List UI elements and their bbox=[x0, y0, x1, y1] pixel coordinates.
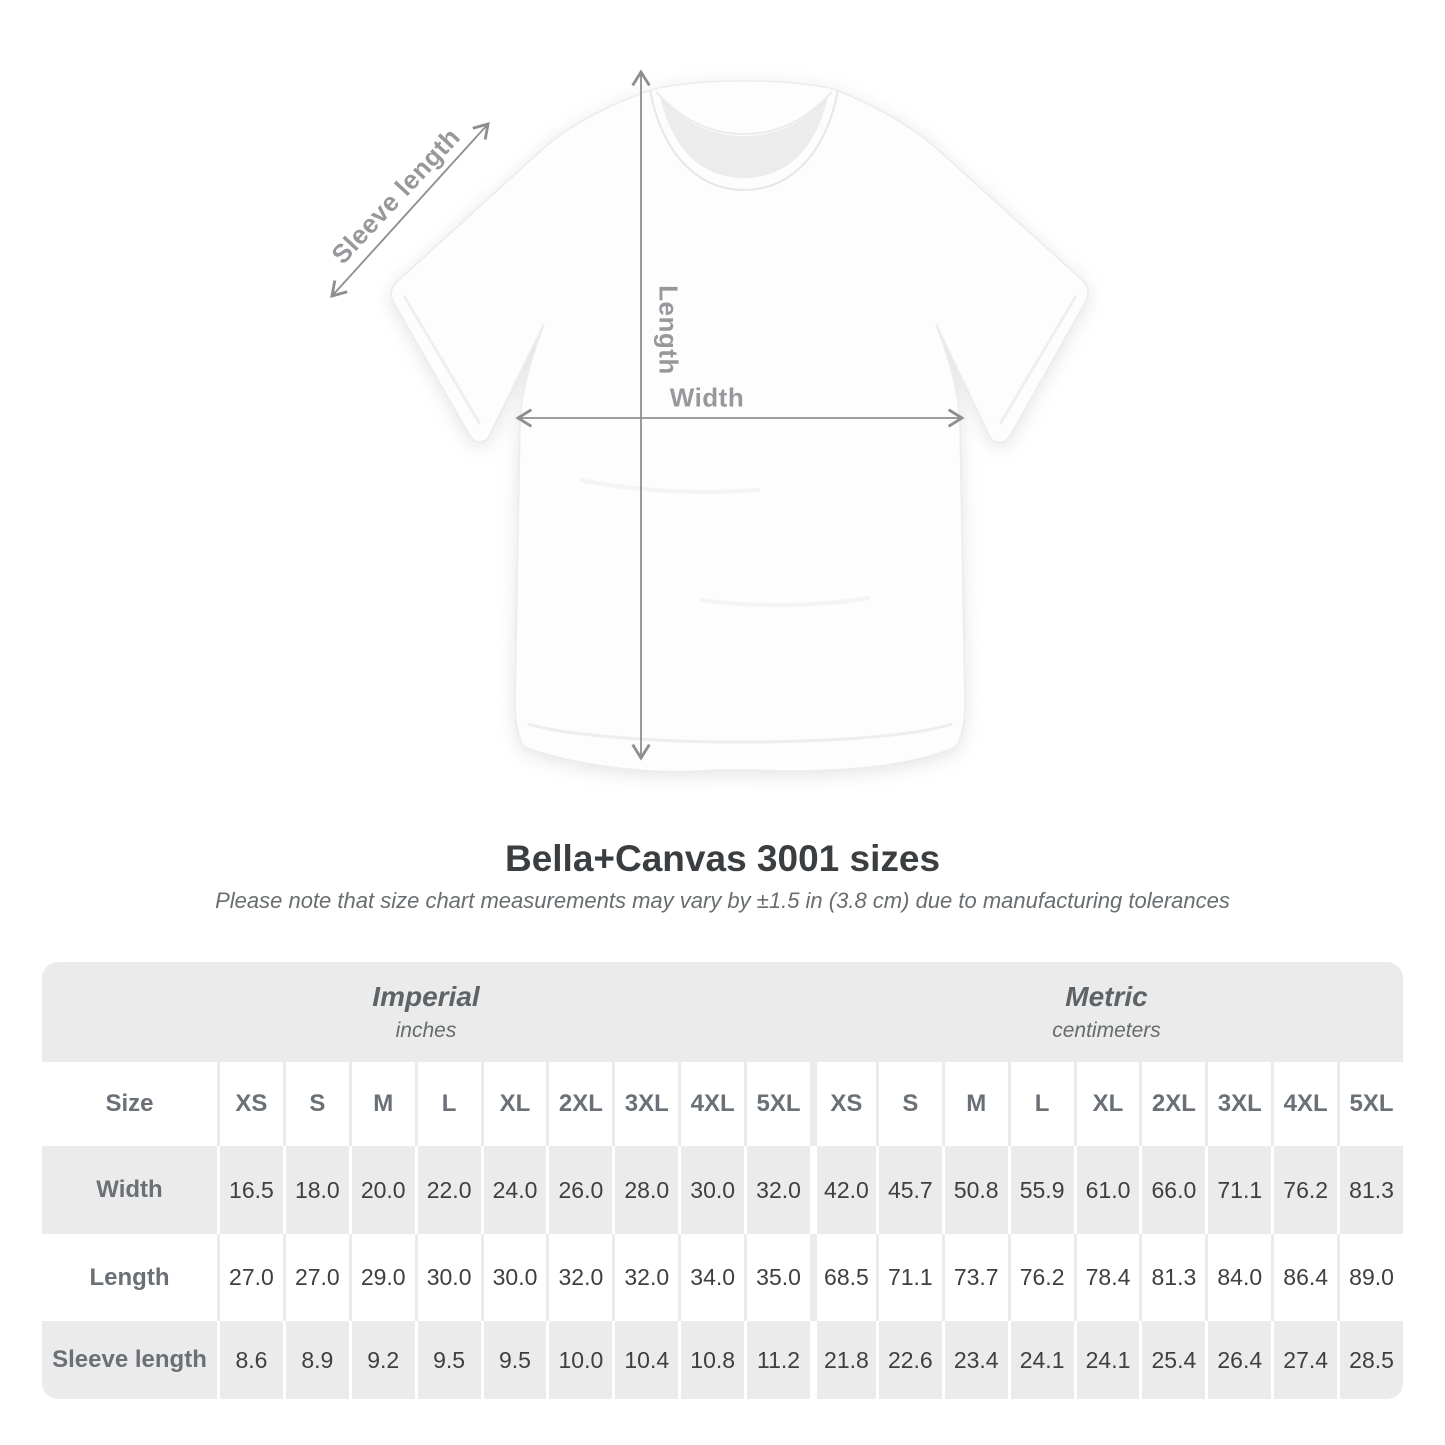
value-cell: 32.0 bbox=[747, 1146, 810, 1234]
value-cell: 8.9 bbox=[285, 1321, 349, 1399]
imperial-title: Imperial bbox=[372, 980, 480, 1012]
size-header-cell: 2XL bbox=[549, 1062, 613, 1146]
size-header-cell: 4XL bbox=[1274, 1062, 1338, 1146]
tshirt-measurement-diagram: Sleeve length Length Width bbox=[325, 69, 1089, 773]
table-row-length: Length 27.0 27.0 29.0 30.0 30.0 32.0 32.… bbox=[42, 1234, 1403, 1321]
unit-header-band: Imperial inches Metric centimeters bbox=[42, 962, 1403, 1062]
tshirt-graphic bbox=[330, 69, 1089, 773]
value-cell: 9.5 bbox=[417, 1321, 481, 1399]
value-cell: 24.1 bbox=[1076, 1321, 1140, 1399]
value-cell: 28.0 bbox=[615, 1146, 679, 1234]
size-header-cell: XL bbox=[483, 1062, 547, 1146]
value-cell: 30.0 bbox=[681, 1146, 745, 1234]
value-cell: 71.1 bbox=[1208, 1146, 1272, 1234]
imperial-header: Imperial inches bbox=[42, 962, 810, 1062]
value-cell: 73.7 bbox=[944, 1234, 1008, 1321]
value-cell: 9.2 bbox=[351, 1321, 415, 1399]
value-cell: 22.6 bbox=[878, 1321, 942, 1399]
fabric-detail bbox=[402, 295, 1078, 744]
size-header-row: Size XS S M L XL 2XL 3XL 4XL 5XL XS S M … bbox=[42, 1062, 1403, 1146]
value-cell: 66.0 bbox=[1142, 1146, 1206, 1234]
size-header-cell: M bbox=[351, 1062, 415, 1146]
metric-header: Metric centimeters bbox=[810, 962, 1403, 1062]
size-header-cell: S bbox=[878, 1062, 942, 1146]
value-cell: 81.3 bbox=[1142, 1234, 1206, 1321]
size-tolerance-note: Please note that size chart measurements… bbox=[215, 888, 1230, 913]
length-label: Length bbox=[653, 285, 684, 375]
size-header-cell: XL bbox=[1076, 1062, 1140, 1146]
value-cell: 18.0 bbox=[285, 1146, 349, 1234]
value-cell: 28.5 bbox=[1340, 1321, 1403, 1399]
size-header-cell: M bbox=[944, 1062, 1008, 1146]
value-cell: 32.0 bbox=[549, 1234, 613, 1321]
value-cell: 76.2 bbox=[1010, 1234, 1074, 1321]
value-cell: 10.0 bbox=[549, 1321, 613, 1399]
size-table: Imperial inches Metric centimeters Size … bbox=[42, 962, 1403, 1399]
value-cell: 24.1 bbox=[1010, 1321, 1074, 1399]
table-row-sleeve-length: Sleeve length 8.6 8.9 9.2 9.5 9.5 10.0 1… bbox=[42, 1321, 1403, 1399]
tshirt-shape bbox=[390, 80, 1089, 773]
value-cell: 10.8 bbox=[681, 1321, 745, 1399]
size-header-cell: L bbox=[417, 1062, 481, 1146]
value-cell: 25.4 bbox=[1142, 1321, 1206, 1399]
value-cell: 22.0 bbox=[417, 1146, 481, 1234]
row-label: Length bbox=[42, 1234, 217, 1321]
value-cell: 27.0 bbox=[220, 1234, 283, 1321]
size-header-cell: 5XL bbox=[1340, 1062, 1403, 1146]
value-cell: 42.0 bbox=[817, 1146, 876, 1234]
size-header-cell: 3XL bbox=[1208, 1062, 1272, 1146]
metric-unit: centimeters bbox=[1052, 1018, 1161, 1042]
value-cell: 27.4 bbox=[1274, 1321, 1338, 1399]
value-cell: 24.0 bbox=[483, 1146, 547, 1234]
size-header-cell: 2XL bbox=[1142, 1062, 1206, 1146]
size-header-cell: XS bbox=[817, 1062, 876, 1146]
size-header-cell: S bbox=[285, 1062, 349, 1146]
size-header-cell: XS bbox=[220, 1062, 283, 1146]
metric-title: Metric bbox=[1065, 980, 1148, 1012]
collar bbox=[649, 89, 839, 192]
value-cell: 45.7 bbox=[878, 1146, 942, 1234]
value-cell: 8.6 bbox=[220, 1321, 283, 1399]
width-label: Width bbox=[669, 382, 745, 413]
page-title: Bella+Canvas 3001 sizes bbox=[504, 838, 941, 879]
value-cell: 27.0 bbox=[285, 1234, 349, 1321]
value-cell: 81.3 bbox=[1340, 1146, 1403, 1234]
value-cell: 89.0 bbox=[1340, 1234, 1403, 1321]
value-cell: 34.0 bbox=[681, 1234, 745, 1321]
value-cell: 29.0 bbox=[351, 1234, 415, 1321]
size-column-header: Size bbox=[42, 1062, 217, 1146]
size-header-cell: 3XL bbox=[615, 1062, 679, 1146]
value-cell: 71.1 bbox=[878, 1234, 942, 1321]
table-row-width: Width 16.5 18.0 20.0 22.0 24.0 26.0 28.0… bbox=[42, 1146, 1403, 1234]
value-cell: 30.0 bbox=[483, 1234, 547, 1321]
value-cell: 26.4 bbox=[1208, 1321, 1272, 1399]
size-header-cell: L bbox=[1010, 1062, 1074, 1146]
value-cell: 21.8 bbox=[817, 1321, 876, 1399]
value-cell: 20.0 bbox=[351, 1146, 415, 1234]
value-cell: 30.0 bbox=[417, 1234, 481, 1321]
size-header-cell: 5XL bbox=[747, 1062, 810, 1146]
value-cell: 10.4 bbox=[615, 1321, 679, 1399]
value-cell: 84.0 bbox=[1208, 1234, 1272, 1321]
imperial-unit: inches bbox=[395, 1018, 457, 1042]
value-cell: 23.4 bbox=[944, 1321, 1008, 1399]
value-cell: 9.5 bbox=[483, 1321, 547, 1399]
value-cell: 86.4 bbox=[1274, 1234, 1338, 1321]
value-cell: 35.0 bbox=[747, 1234, 810, 1321]
value-cell: 50.8 bbox=[944, 1146, 1008, 1234]
value-cell: 16.5 bbox=[220, 1146, 283, 1234]
value-cell: 68.5 bbox=[817, 1234, 876, 1321]
size-header-cell: 4XL bbox=[681, 1062, 745, 1146]
value-cell: 26.0 bbox=[549, 1146, 613, 1234]
row-label: Width bbox=[42, 1146, 217, 1234]
value-cell: 61.0 bbox=[1076, 1146, 1140, 1234]
value-cell: 11.2 bbox=[747, 1321, 810, 1399]
value-cell: 32.0 bbox=[615, 1234, 679, 1321]
sleeve-length-arrow bbox=[330, 122, 490, 298]
value-cell: 55.9 bbox=[1010, 1146, 1074, 1234]
value-cell: 76.2 bbox=[1274, 1146, 1338, 1234]
value-cell: 78.4 bbox=[1076, 1234, 1140, 1321]
title-block: Bella+Canvas 3001 sizes Please note that… bbox=[0, 838, 1445, 915]
row-label: Sleeve length bbox=[42, 1321, 217, 1399]
